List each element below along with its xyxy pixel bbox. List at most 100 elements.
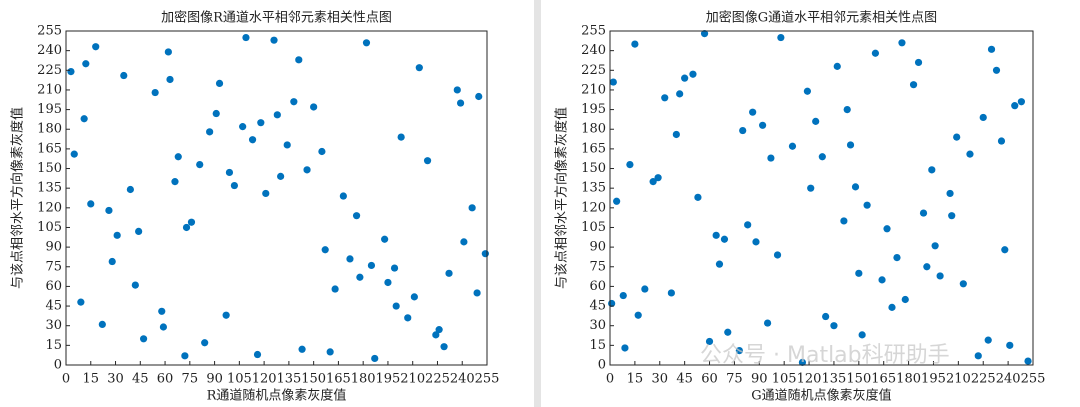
point xyxy=(423,157,432,165)
point xyxy=(613,197,621,205)
point xyxy=(397,133,405,141)
x-tick-label: 165 xyxy=(871,372,896,387)
point xyxy=(171,178,179,186)
point xyxy=(98,320,106,328)
point xyxy=(230,181,238,190)
point xyxy=(435,326,443,334)
x-tick-label: 75 xyxy=(726,372,743,387)
point xyxy=(105,206,113,215)
point xyxy=(453,86,461,94)
y-tick-label: 105 xyxy=(581,220,606,235)
x-tick-label: 105 xyxy=(772,372,797,387)
chart-title: 加密图像R通道水平相邻元素相关性点图 xyxy=(161,10,392,26)
point xyxy=(262,189,270,198)
point xyxy=(807,184,815,192)
point xyxy=(131,281,139,289)
point xyxy=(80,115,88,123)
point xyxy=(70,150,78,158)
point xyxy=(773,251,782,259)
point xyxy=(225,168,234,177)
point xyxy=(689,70,697,78)
point xyxy=(763,319,772,327)
x-tick-label: 210 xyxy=(400,372,425,387)
point xyxy=(257,119,265,127)
point xyxy=(846,141,855,149)
point xyxy=(390,264,399,272)
chart-title: 加密图像G通道水平相邻元素相关性点图 xyxy=(706,10,937,26)
point xyxy=(174,153,182,161)
point xyxy=(619,291,627,300)
x-tick-label: 90 xyxy=(206,372,223,387)
point xyxy=(909,81,918,89)
point xyxy=(331,285,339,293)
x-tick-label: 150 xyxy=(301,372,326,387)
point xyxy=(777,33,785,42)
point xyxy=(798,358,807,366)
point xyxy=(298,345,306,353)
point xyxy=(914,58,923,67)
x-axis-label: G通道随机点像素灰度值 xyxy=(751,388,891,404)
y-tick-label: 165 xyxy=(37,141,62,156)
x-tick-label: 225 xyxy=(425,372,450,387)
x-tick-label: 30 xyxy=(651,372,668,387)
point xyxy=(898,39,906,47)
point xyxy=(475,92,483,101)
y-tick-label: 90 xyxy=(589,240,606,255)
point xyxy=(744,221,752,229)
point xyxy=(705,337,714,346)
point xyxy=(888,303,896,311)
point xyxy=(303,166,311,174)
x-tick-label: 60 xyxy=(701,372,718,387)
point xyxy=(181,352,189,360)
x-tick-label: 60 xyxy=(157,372,174,387)
panel-divider xyxy=(534,0,541,407)
point xyxy=(822,312,830,321)
point xyxy=(77,298,85,306)
point xyxy=(992,66,1001,74)
point xyxy=(851,183,860,191)
point xyxy=(634,311,642,319)
axes-box xyxy=(65,30,488,366)
point xyxy=(840,217,848,225)
x-tick-label: 75 xyxy=(182,372,199,387)
point xyxy=(871,49,880,57)
y-tick-label: 210 xyxy=(581,82,606,97)
x-tick-label: 195 xyxy=(376,372,401,387)
x-tick-label: 0 xyxy=(62,372,70,387)
x-tick-label: 165 xyxy=(326,372,351,387)
point xyxy=(371,354,379,363)
y-tick-label: 90 xyxy=(45,240,62,255)
y-tick-label: 195 xyxy=(581,102,606,117)
point xyxy=(239,123,247,131)
point xyxy=(919,209,928,217)
point xyxy=(164,48,172,56)
y-tick-label: 165 xyxy=(581,141,606,156)
y-tick-label: 105 xyxy=(37,220,62,235)
x-tick-label: 255 xyxy=(475,372,500,387)
point xyxy=(1001,246,1009,254)
point xyxy=(468,204,476,212)
point xyxy=(1024,357,1032,365)
point xyxy=(843,105,851,114)
x-tick-label: 120 xyxy=(252,372,277,387)
point xyxy=(966,150,974,158)
point xyxy=(295,56,303,64)
point xyxy=(135,227,143,235)
point xyxy=(346,255,354,263)
point xyxy=(384,278,392,287)
point xyxy=(362,39,371,47)
point xyxy=(120,71,128,80)
point xyxy=(883,225,891,233)
y-tick-label: 45 xyxy=(45,299,62,314)
point xyxy=(318,147,326,156)
y-tick-label: 60 xyxy=(45,279,62,294)
point xyxy=(326,348,334,356)
point xyxy=(440,343,448,351)
point xyxy=(1011,102,1019,110)
point xyxy=(277,172,285,180)
x-tick-label: 90 xyxy=(751,372,768,387)
point xyxy=(858,331,866,339)
x-tick-label: 240 xyxy=(996,372,1021,387)
x-tick-label: 225 xyxy=(971,372,996,387)
